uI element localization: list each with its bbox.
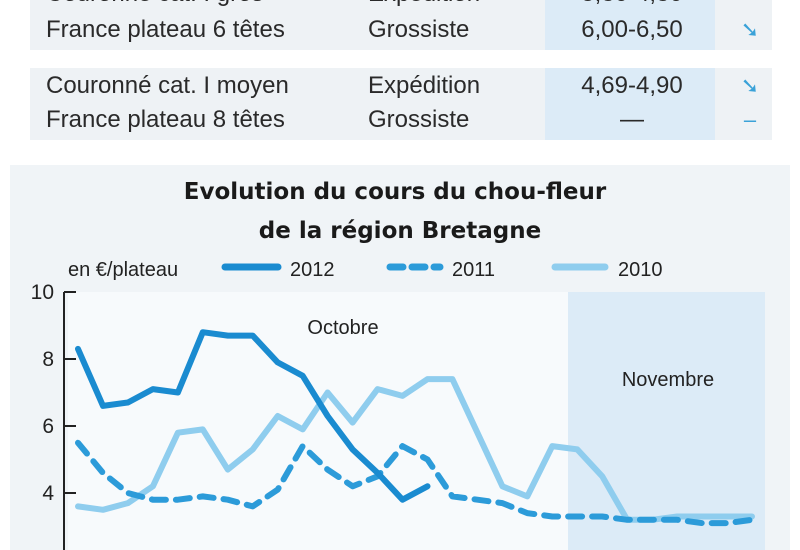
month-label-november: Novembre [622,369,714,391]
chart-subtitle: de la région Bretagne [259,218,541,244]
y-ticks: 108642 [31,281,76,550]
y-tick-label: 4 [42,482,54,505]
chart-title: Evolution du cours du chou-fleur [184,179,607,205]
series-line-2012 [75,329,431,503]
plot-area-november [568,292,765,550]
y-tick-label: 6 [42,415,54,438]
table-row: France plateau 6 têtes Grossiste 6,00-6,… [30,14,772,46]
product-cell: France plateau 8 têtes [46,106,285,133]
trend-down-icon: ➘ [735,0,765,10]
table-row: France plateau 8 têtes Grossiste — – [30,104,772,136]
trend-flat-icon: – [743,107,757,132]
price-column-highlight [545,0,715,50]
y-unit-label: en €/plateau [68,259,178,281]
channel-cell: Expédition [368,72,481,99]
channel-cell: Grossiste [368,16,470,43]
price-cell: 4,69-4,90 [581,72,683,99]
channel-cell: Expédition [368,0,480,10]
table-row: Couronné cat. I moyen Expédition 4,69-4,… [30,70,772,102]
price-table-group-1: Couronné cat. I gros Expédition 5,80-4,8… [30,0,772,50]
y-tick-label: 10 [31,281,54,304]
price-column-highlight [545,68,715,140]
table-row: Couronné cat. I gros Expédition 5,80-4,8… [30,0,772,10]
trend-down-icon: ➘ [740,73,760,98]
price-cell: 6,00-6,50 [581,16,683,43]
price-cell: 5,80-4,80 [573,0,691,10]
legend-label-2010: 2010 [618,259,663,281]
channel-cell: Grossiste [368,106,470,133]
plot-area-october [68,292,568,550]
legend-label-2011: 2011 [452,259,495,281]
trend-down-icon: ➘ [740,17,760,42]
price-cell: — [620,106,644,133]
y-tick-label: 8 [42,348,54,371]
product-cell: Couronné cat. I moyen [46,72,289,99]
series-layer [75,329,755,527]
price-table-group-2: Couronné cat. I moyen Expédition 4,69-4,… [30,68,772,140]
product-cell: France plateau 6 têtes [46,16,285,43]
series-line-2011 [75,439,755,527]
month-label-october: Octobre [307,317,378,339]
product-cell: Couronné cat. I gros [46,0,263,10]
legend-label-2012: 2012 [290,259,335,281]
